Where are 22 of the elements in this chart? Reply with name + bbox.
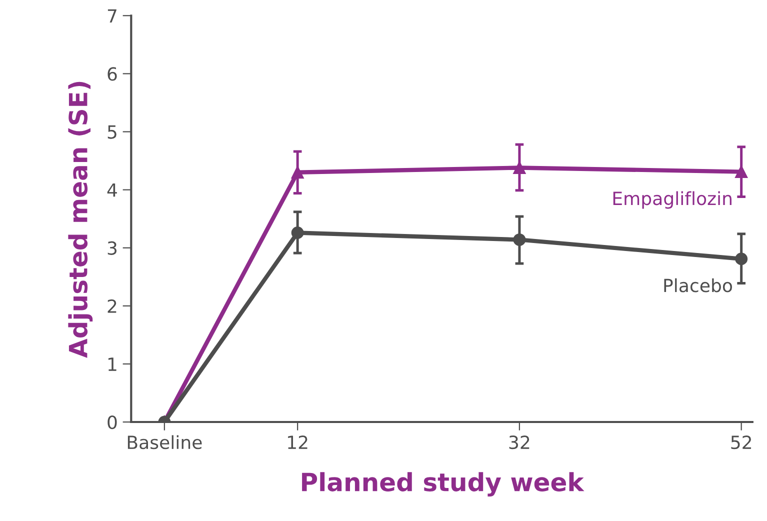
- y-tick-label: 0: [108, 415, 117, 430]
- y-axis-title: Adjusted mean (SE): [68, 82, 93, 358]
- x-tick-label: 52: [731, 436, 752, 450]
- x-axis-title: Planned study week: [302, 472, 584, 497]
- point: [735, 166, 748, 178]
- y-tick-label: 5: [108, 125, 116, 139]
- point: [291, 226, 304, 240]
- y-tick-label: 2: [108, 299, 116, 313]
- y-tick-label: 4: [107, 183, 117, 197]
- series-label: Placebo: [664, 278, 732, 292]
- point: [735, 252, 748, 266]
- y-tick-label: 3: [108, 241, 117, 255]
- y-tick-label: 6: [108, 67, 117, 81]
- y-tick-label: 7: [108, 9, 116, 22]
- point: [513, 233, 526, 246]
- point: [291, 166, 304, 179]
- x-tick-label: Baseline: [128, 435, 202, 450]
- x-tick-label: 32: [509, 436, 530, 450]
- x-tick-label: 12: [288, 436, 308, 449]
- point: [513, 161, 526, 174]
- y-tick-label: 1: [108, 358, 116, 371]
- series-label: Empagliflozin: [613, 191, 732, 209]
